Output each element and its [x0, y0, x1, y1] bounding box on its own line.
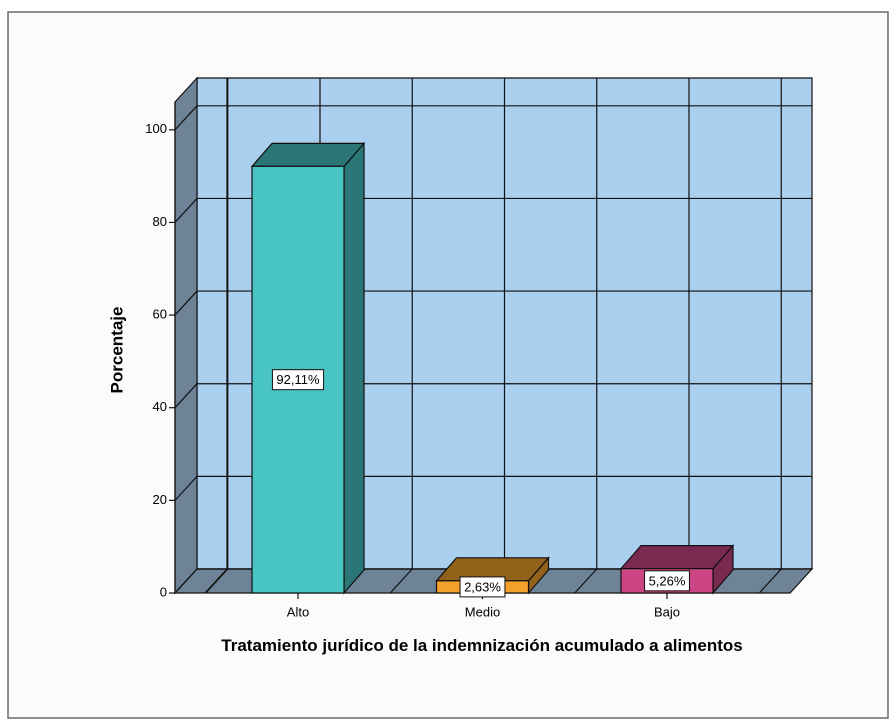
x-tick-label: Bajo: [654, 604, 680, 619]
y-tick-label: 100: [145, 121, 167, 136]
bar-top: [619, 545, 735, 570]
grid-line: [174, 568, 198, 594]
x-tick-label: Alto: [287, 604, 309, 619]
floor-line: [758, 568, 782, 594]
floor-line: [205, 568, 229, 594]
value-label-box: [459, 576, 506, 598]
x-axis-label: Tratamiento jurídico de la indemnización…: [221, 636, 743, 655]
value-label: 92,11%: [276, 372, 320, 387]
value-label: 2,63%: [464, 579, 501, 594]
bar-top: [250, 142, 366, 167]
grid-line: [174, 290, 198, 316]
value-label-box: [271, 369, 325, 391]
floor-line: [389, 568, 413, 594]
y-axis-label: Porcentaje: [107, 307, 126, 394]
bar-side: [343, 141, 365, 595]
y-tick-label: 60: [153, 307, 167, 322]
left-wall: [174, 76, 198, 595]
y-tick-label: 40: [153, 399, 167, 414]
floor-line: [574, 568, 598, 594]
y-tick-label: 20: [153, 492, 167, 507]
bar: [435, 556, 550, 595]
x-tick-label: Medio: [465, 604, 500, 619]
grid-line: [174, 383, 198, 409]
grid-line: [174, 198, 198, 223]
bar: [250, 141, 366, 595]
value-label-box: [644, 570, 690, 592]
y-tick-label: 0: [160, 584, 167, 599]
value-label: 5,26%: [649, 573, 686, 588]
y-tick-label: 80: [153, 214, 167, 229]
grid-line: [174, 105, 198, 131]
grid-line: [174, 475, 198, 501]
